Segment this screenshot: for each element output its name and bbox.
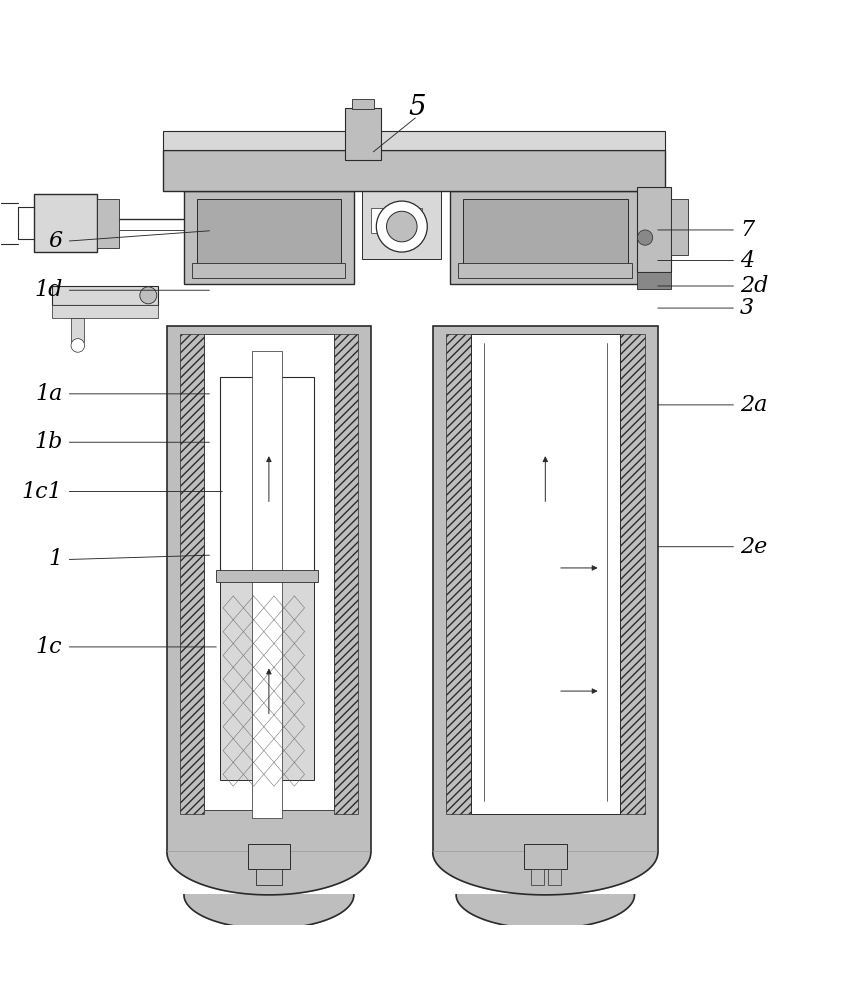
Bar [334,334,358,814]
Circle shape [71,339,84,352]
Bar [450,191,641,284]
Polygon shape [433,852,658,895]
Bar [636,187,671,272]
Bar [221,581,314,780]
Text: 1c1: 1c1 [22,481,62,503]
Bar [184,191,354,284]
Text: 3: 3 [740,297,754,319]
Bar [458,263,632,278]
Bar [619,334,645,814]
Bar [352,99,374,109]
Bar [548,869,561,885]
Bar [34,194,97,252]
Text: 1d: 1d [34,279,62,301]
Circle shape [377,201,427,252]
Text: 5: 5 [409,94,426,121]
Bar [252,351,283,818]
Text: 4: 4 [740,250,754,272]
Bar [433,326,658,852]
Bar [167,326,371,852]
Bar [204,334,334,810]
Bar [221,377,314,572]
Bar [248,844,291,869]
Text: 6: 6 [49,230,62,252]
Text: 2d: 2d [740,275,769,297]
Text: 2e: 2e [740,536,768,558]
Circle shape [140,287,157,304]
Bar [97,199,118,248]
Bar [471,334,619,814]
Polygon shape [456,895,635,929]
Bar [371,208,392,233]
Text: 1: 1 [49,548,62,570]
Bar [256,869,282,885]
Bar [163,150,665,191]
Text: 1c: 1c [36,636,62,658]
Bar [71,318,83,342]
Bar [216,570,318,582]
Bar [163,131,665,150]
Polygon shape [167,852,371,895]
Bar [362,191,441,259]
Bar [193,263,345,278]
Circle shape [387,211,417,242]
Bar [400,208,422,233]
Bar [671,199,688,255]
Bar [197,199,341,276]
Bar [446,334,471,814]
Text: 1a: 1a [35,383,62,405]
Text: 7: 7 [740,219,754,241]
Bar [524,844,567,869]
Text: 1b: 1b [34,431,62,453]
Bar [531,869,544,885]
Bar [52,286,158,305]
Bar [52,305,158,318]
Bar [636,272,671,289]
Circle shape [637,230,653,245]
Bar [180,334,204,814]
Bar [345,108,381,160]
Text: 2a: 2a [740,394,768,416]
Bar [463,199,628,276]
Polygon shape [184,895,354,929]
